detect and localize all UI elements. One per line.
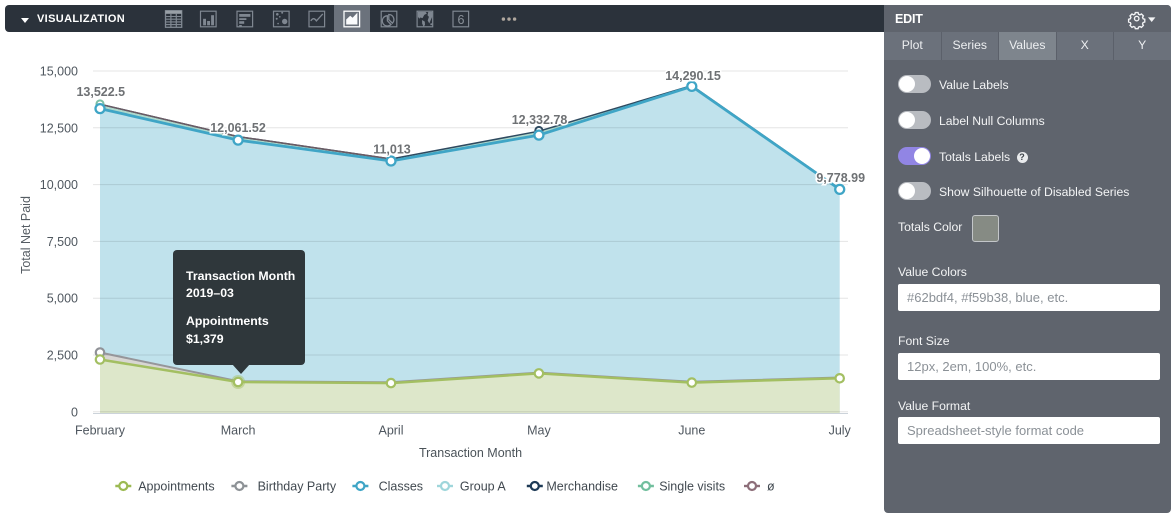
svg-text:Merchandise: Merchandise: [546, 480, 618, 494]
svg-text:9,778.99: 9,778.99: [816, 171, 865, 185]
svg-text:11,013: 11,013: [373, 143, 411, 157]
svg-text:14,290.15: 14,290.15: [665, 69, 721, 83]
svg-text:Total Net Paid: Total Net Paid: [19, 196, 33, 274]
svg-text:12,500: 12,500: [40, 121, 78, 135]
svg-text:6: 6: [458, 13, 465, 27]
svg-text:June: June: [678, 424, 705, 438]
svg-text:Group A: Group A: [460, 480, 507, 494]
svg-text:Classes: Classes: [379, 480, 423, 494]
svg-text:7,500: 7,500: [47, 235, 78, 249]
svg-text:12,332.78: 12,332.78: [512, 113, 568, 127]
svg-text:0: 0: [71, 405, 78, 419]
svg-text:July: July: [829, 424, 852, 438]
svg-text:February: February: [75, 424, 126, 438]
svg-text:Birthday Party: Birthday Party: [258, 480, 337, 494]
svg-text:13,522.5: 13,522.5: [76, 85, 125, 99]
svg-text:Transaction Month: Transaction Month: [419, 446, 522, 460]
svg-text:2,500: 2,500: [47, 349, 78, 363]
svg-text:May: May: [527, 424, 551, 438]
svg-text:April: April: [378, 424, 403, 438]
svg-text:March: March: [221, 424, 256, 438]
svg-text:ø: ø: [767, 480, 775, 494]
svg-text:5,000: 5,000: [47, 292, 78, 306]
svg-text:15,000: 15,000: [40, 65, 78, 79]
svg-text:10,000: 10,000: [40, 178, 78, 192]
svg-text:12,061.52: 12,061.52: [210, 121, 266, 135]
svg-text:Single visits: Single visits: [659, 480, 725, 494]
svg-text:Appointments: Appointments: [138, 480, 214, 494]
